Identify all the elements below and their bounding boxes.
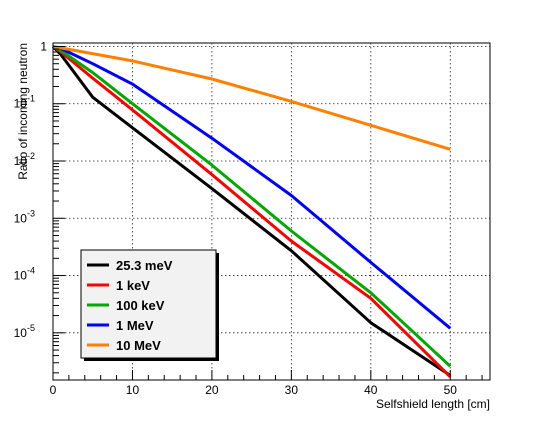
series-line-1 bbox=[52, 45, 452, 378]
legend-label-2: 100 keV bbox=[116, 298, 165, 313]
y-tick-label: 1 bbox=[40, 39, 47, 53]
x-tick-label: 0 bbox=[50, 383, 57, 397]
y-tick-label: 10-5 bbox=[14, 323, 35, 340]
legend-label-4: 10 MeV bbox=[116, 338, 161, 353]
series-layer bbox=[51, 45, 452, 378]
series-line-4 bbox=[52, 45, 451, 151]
legend: 25.3 meV 1 keV 100 keV 1 MeV 10 MeV bbox=[80, 249, 219, 361]
series-line-0 bbox=[51, 45, 452, 377]
y-tick-label: 10-2 bbox=[14, 151, 35, 168]
x-axis-title: Selfshield length [cm] bbox=[376, 397, 490, 411]
series-line-2 bbox=[52, 45, 452, 368]
x-tick-label: 40 bbox=[364, 383, 378, 397]
ticks: 0 10 20 30 40 50 1 10-1 10-2 10-3 10-4 10-5 bbox=[14, 39, 483, 397]
x-tick-label: 30 bbox=[285, 383, 299, 397]
y-tick-label: 10-3 bbox=[14, 208, 35, 225]
axes bbox=[52, 42, 491, 381]
y-axis-title: Ratio of incoming neutron bbox=[16, 43, 30, 180]
legend-label-0: 25.3 meV bbox=[116, 258, 173, 273]
y-tick-label: 10-4 bbox=[14, 266, 35, 283]
plot-frame bbox=[52, 42, 491, 381]
x-tick-label: 10 bbox=[126, 383, 140, 397]
y-tick-label: 10-1 bbox=[14, 94, 35, 111]
x-tick-label: 20 bbox=[205, 383, 219, 397]
legend-label-1: 1 keV bbox=[116, 278, 150, 293]
series-line-3 bbox=[52, 45, 452, 330]
legend-label-3: 1 MeV bbox=[116, 318, 154, 333]
x-tick-label: 50 bbox=[444, 383, 458, 397]
